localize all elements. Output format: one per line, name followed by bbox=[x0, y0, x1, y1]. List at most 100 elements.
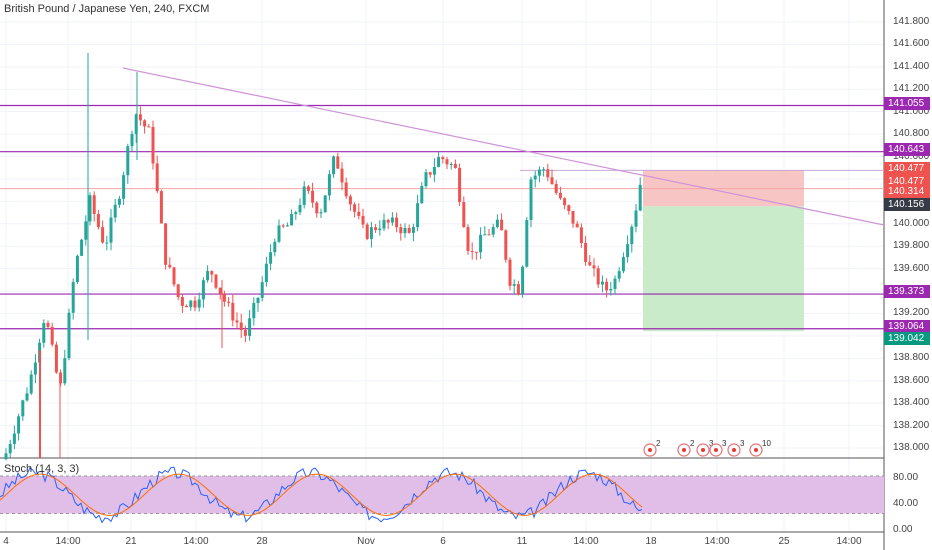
time-tick: 14:00 bbox=[55, 536, 81, 547]
candle-body bbox=[621, 257, 625, 272]
candle-body bbox=[67, 312, 71, 359]
candle-body bbox=[189, 300, 193, 308]
flag-icon bbox=[754, 448, 758, 452]
candle-body bbox=[613, 278, 617, 289]
candle-body bbox=[302, 186, 306, 205]
candle-body bbox=[575, 223, 579, 228]
candle-body bbox=[105, 242, 109, 244]
candle-body bbox=[596, 268, 600, 285]
candle-body bbox=[626, 244, 630, 258]
candle-body bbox=[348, 196, 352, 205]
candle-body bbox=[445, 159, 449, 165]
candle-body bbox=[537, 169, 541, 176]
candle-body bbox=[159, 191, 163, 224]
candle-body bbox=[298, 204, 302, 213]
candle-body bbox=[243, 330, 247, 336]
candle-body bbox=[546, 169, 550, 178]
candle-body bbox=[138, 114, 142, 121]
candle-body bbox=[361, 215, 365, 225]
candle-body bbox=[260, 282, 264, 298]
candle-body bbox=[227, 301, 231, 303]
candle-body bbox=[12, 433, 16, 444]
candle-body bbox=[71, 282, 75, 313]
candle-body bbox=[588, 261, 592, 266]
candle-body bbox=[290, 214, 294, 226]
candle-body bbox=[399, 227, 403, 234]
candle-body bbox=[17, 416, 21, 434]
candle-body bbox=[508, 259, 512, 286]
candle-body bbox=[88, 195, 92, 222]
price-tick: 141.600 bbox=[893, 38, 930, 50]
candle-body bbox=[46, 323, 50, 327]
entry-label: 140.477 bbox=[884, 162, 930, 175]
candle-body bbox=[634, 210, 638, 227]
candle-body bbox=[63, 358, 67, 384]
time-tick: 11 bbox=[516, 536, 528, 547]
candle-body bbox=[201, 280, 205, 300]
candle-body bbox=[143, 120, 147, 127]
price-tick: 138.800 bbox=[893, 352, 930, 364]
candle-body bbox=[483, 234, 487, 236]
candle-body bbox=[180, 297, 184, 306]
candle-body bbox=[252, 302, 256, 319]
candle-body bbox=[54, 344, 58, 373]
last-price-label: 140.477 bbox=[884, 175, 930, 188]
candle-body bbox=[369, 227, 373, 239]
candle-body bbox=[222, 294, 226, 302]
candle-body bbox=[592, 265, 596, 269]
candle-body bbox=[269, 252, 273, 264]
candle-body bbox=[374, 227, 378, 231]
level-label: 141.055 bbox=[884, 97, 930, 110]
time-tick: 28 bbox=[256, 536, 268, 547]
candle-body bbox=[4, 453, 8, 460]
candle-body bbox=[42, 323, 46, 343]
candle-body bbox=[206, 271, 210, 281]
price-tick: 140.800 bbox=[893, 128, 930, 140]
price-tick: 140.000 bbox=[893, 217, 930, 229]
candle-body bbox=[218, 287, 222, 295]
event-count: 2 bbox=[690, 439, 695, 448]
flag-icon bbox=[701, 448, 705, 452]
candle-body bbox=[584, 242, 588, 262]
candle-body bbox=[495, 219, 499, 228]
candle-body bbox=[558, 192, 562, 199]
candle-body bbox=[416, 203, 420, 228]
price-tick: 141.200 bbox=[893, 83, 930, 95]
current-price-label: 140.156 bbox=[884, 198, 930, 211]
candle-body bbox=[424, 172, 428, 187]
candle-body bbox=[109, 217, 113, 243]
candle-body bbox=[382, 219, 386, 229]
candle-body bbox=[210, 271, 214, 275]
candle-body bbox=[273, 241, 277, 253]
candle-body bbox=[231, 302, 235, 321]
event-count: 3 bbox=[740, 439, 745, 448]
time-tick: 21 bbox=[125, 536, 137, 547]
price-tick: 138.600 bbox=[893, 374, 930, 386]
candle-body bbox=[340, 168, 344, 183]
candle-body bbox=[403, 227, 407, 234]
time-tick: 4 bbox=[3, 536, 9, 547]
candle-body bbox=[542, 169, 546, 171]
candle-body bbox=[277, 225, 281, 242]
candle-body bbox=[617, 271, 621, 279]
candle-body bbox=[327, 174, 331, 196]
price-tick: 138.400 bbox=[893, 397, 930, 409]
candle-body bbox=[458, 167, 462, 202]
candle-body bbox=[437, 157, 441, 167]
candle-body bbox=[567, 205, 571, 212]
price-tick: 138.200 bbox=[893, 419, 930, 431]
candle-body bbox=[563, 198, 567, 206]
candle-body bbox=[323, 195, 327, 213]
price-tick: 139.600 bbox=[893, 262, 930, 274]
candle-body bbox=[579, 227, 583, 243]
candle-body bbox=[113, 204, 117, 218]
trend-line bbox=[122, 67, 885, 226]
event-count: 2 bbox=[656, 439, 661, 448]
candle-body bbox=[470, 251, 474, 253]
candle-body bbox=[25, 393, 29, 401]
price-tick: 138.000 bbox=[893, 442, 930, 453]
stoch-tick: 80.00 bbox=[893, 472, 919, 483]
candle-body bbox=[474, 251, 478, 253]
